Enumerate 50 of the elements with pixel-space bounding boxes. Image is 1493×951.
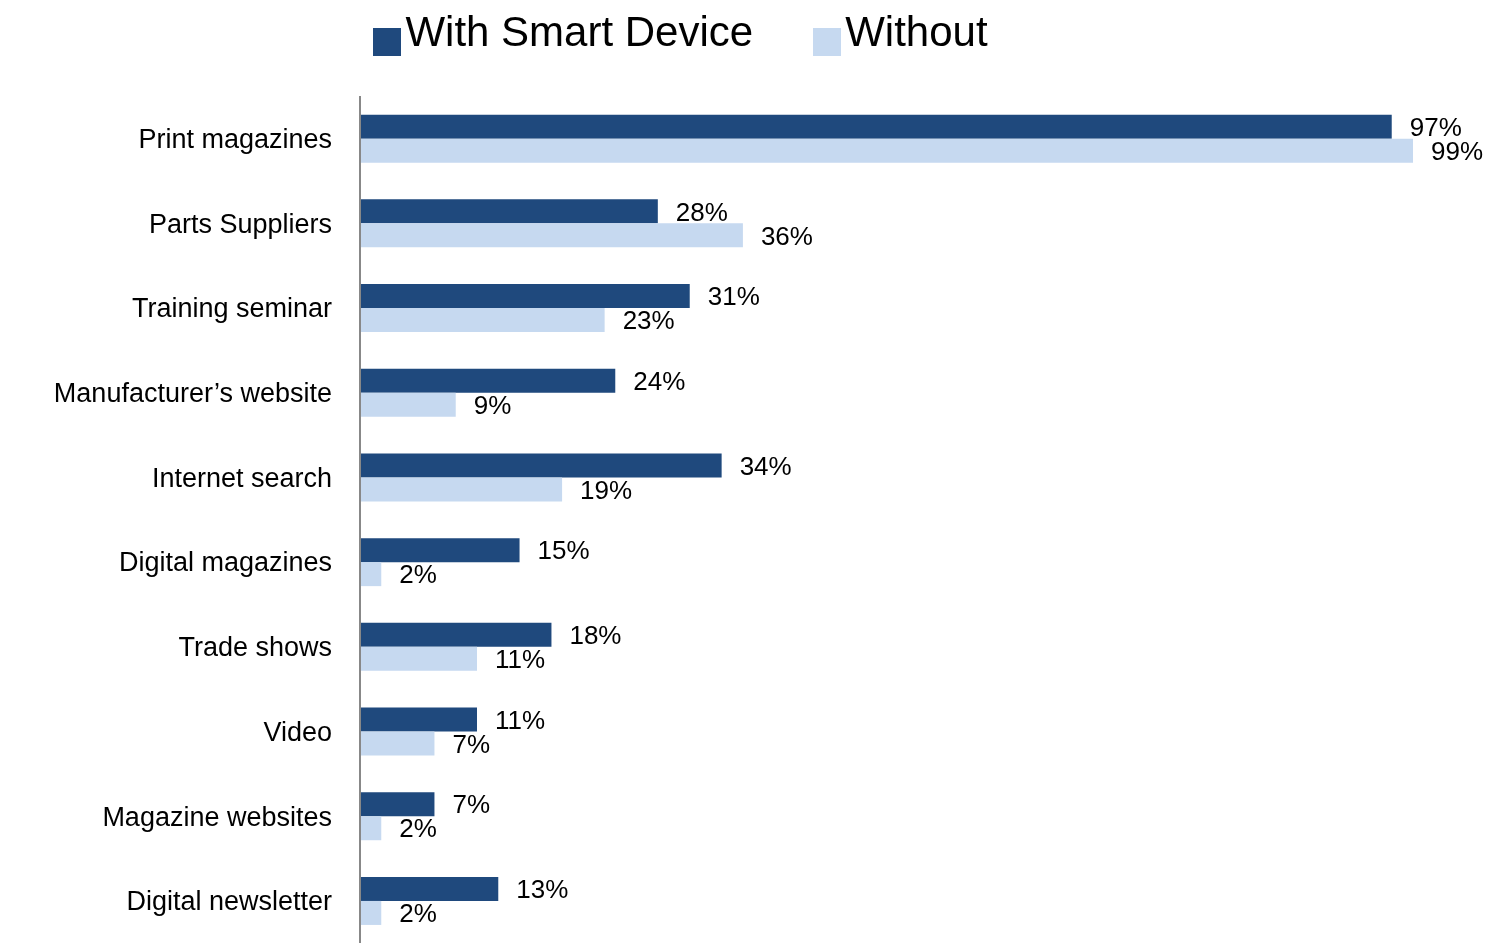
bar: [360, 477, 563, 502]
data-label: 7%: [452, 789, 491, 820]
bar: [360, 392, 456, 417]
legend-label: With Smart Device: [405, 8, 754, 55]
data-label: 2%: [399, 898, 437, 929]
bar: [360, 731, 435, 756]
data-label: 24%: [633, 365, 686, 396]
y-tick-label: Video: [263, 716, 332, 747]
bar: [360, 792, 435, 817]
data-label: 18%: [569, 620, 622, 651]
bar: [360, 900, 382, 925]
data-label: 31%: [707, 281, 760, 312]
data-label: 15%: [537, 535, 590, 566]
y-tick-label: Training seminar: [131, 293, 332, 324]
bar: [360, 816, 382, 841]
data-label: 28%: [675, 196, 728, 227]
legend-label: Without: [845, 8, 988, 55]
data-label: 19%: [580, 474, 633, 505]
bar: [360, 308, 605, 333]
y-tick-label: Manufacturer’s website: [53, 378, 332, 409]
bar: [360, 876, 499, 901]
data-label: 2%: [399, 813, 437, 844]
data-label: 11%: [495, 644, 546, 675]
bar: [360, 453, 722, 478]
data-label: 7%: [452, 728, 491, 759]
data-label: 9%: [473, 389, 512, 420]
data-label: 2%: [399, 559, 437, 590]
y-tick-label: Internet search: [151, 462, 332, 493]
y-tick-label: Digital newsletter: [126, 886, 332, 917]
data-label: 23%: [622, 305, 675, 336]
bar: [360, 562, 382, 587]
bar: [360, 284, 690, 309]
y-tick-label: Parts Suppliers: [148, 208, 332, 239]
bar: [360, 199, 658, 224]
data-label: 34%: [739, 450, 792, 481]
bar: [360, 223, 743, 248]
bar: [360, 138, 1413, 163]
data-label: 11%: [495, 704, 546, 735]
bar: [360, 368, 616, 393]
bar: [360, 538, 520, 563]
data-label: 36%: [760, 220, 813, 251]
bar: [360, 622, 552, 647]
bar: [360, 646, 477, 671]
bar: [360, 707, 477, 732]
bar: [360, 114, 1392, 139]
y-tick-label: Digital magazines: [118, 547, 332, 578]
y-tick-label: Magazine websites: [102, 801, 332, 832]
y-tick-label: Print magazines: [138, 123, 332, 154]
data-label: 13%: [516, 874, 569, 905]
y-tick-label: Trade shows: [178, 632, 332, 663]
